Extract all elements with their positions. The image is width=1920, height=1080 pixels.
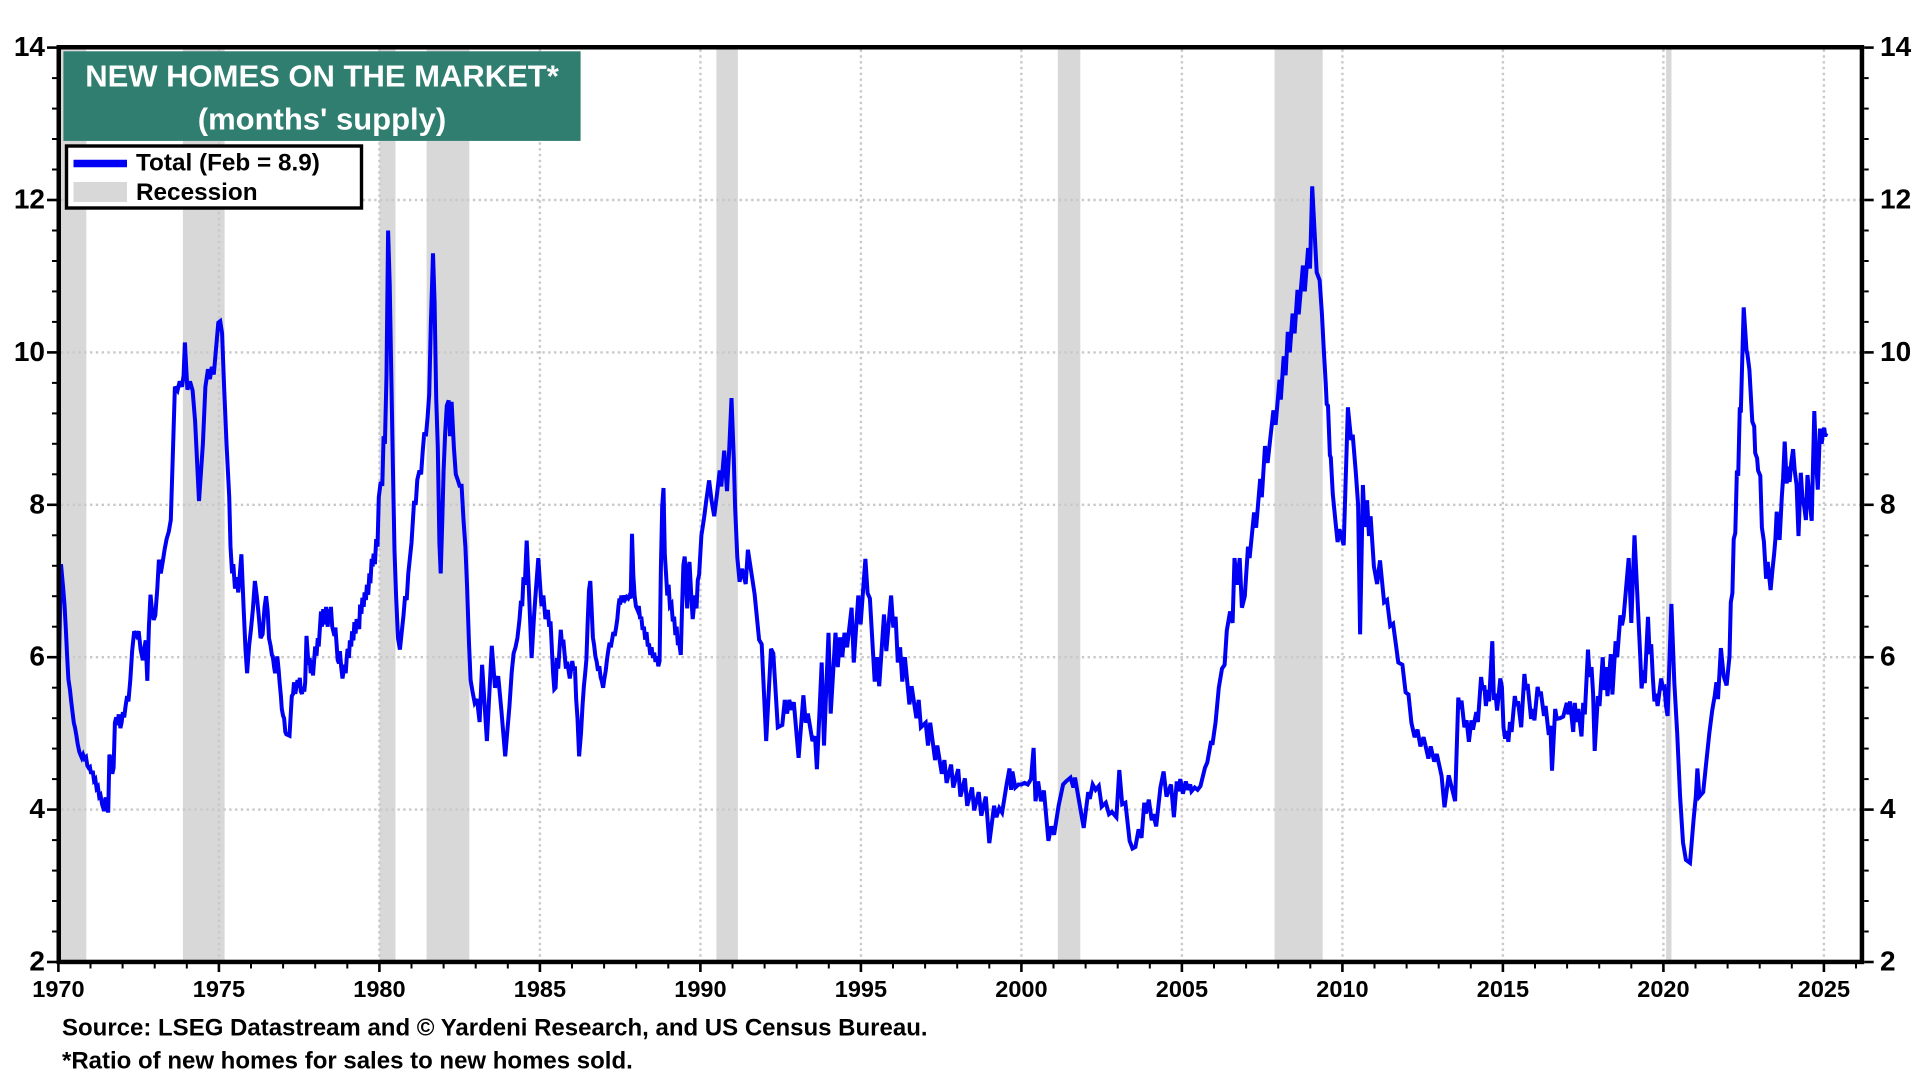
svg-text:2: 2 [29, 946, 45, 977]
svg-text:6: 6 [1880, 641, 1896, 672]
svg-text:6: 6 [29, 641, 45, 672]
svg-text:1995: 1995 [835, 976, 887, 1002]
svg-text:2015: 2015 [1477, 976, 1529, 1002]
svg-text:1980: 1980 [353, 976, 405, 1002]
svg-text:10: 10 [14, 336, 45, 367]
svg-text:4: 4 [1880, 793, 1896, 824]
svg-text:4: 4 [29, 793, 45, 824]
svg-text:1990: 1990 [674, 976, 726, 1002]
svg-text:(months' supply): (months' supply) [198, 102, 446, 137]
svg-text:10: 10 [1880, 336, 1911, 367]
svg-text:Total (Feb = 8.9): Total (Feb = 8.9) [136, 150, 320, 177]
svg-text:2020: 2020 [1637, 976, 1689, 1002]
svg-text:2025: 2025 [1798, 976, 1850, 1002]
svg-text:14: 14 [1880, 31, 1912, 62]
svg-text:2005: 2005 [1156, 976, 1208, 1002]
svg-text:1985: 1985 [514, 976, 566, 1002]
svg-text:8: 8 [29, 488, 45, 519]
svg-text:*Ratio of new homes for sales: *Ratio of new homes for sales to new hom… [62, 1048, 633, 1075]
svg-text:2010: 2010 [1316, 976, 1368, 1002]
svg-text:2: 2 [1880, 946, 1896, 977]
svg-text:Source: LSEG Datastream and ©: Source: LSEG Datastream and © Yardeni Re… [62, 1014, 928, 1041]
svg-text:14: 14 [14, 31, 46, 62]
svg-text:12: 12 [14, 184, 45, 215]
svg-text:2000: 2000 [995, 976, 1047, 1002]
svg-text:1975: 1975 [193, 976, 245, 1002]
svg-text:8: 8 [1880, 488, 1896, 519]
svg-text:NEW HOMES ON THE MARKET*: NEW HOMES ON THE MARKET* [85, 59, 560, 94]
svg-text:12: 12 [1880, 184, 1911, 215]
svg-text:1970: 1970 [32, 976, 84, 1002]
svg-text:Recession: Recession [136, 179, 258, 206]
